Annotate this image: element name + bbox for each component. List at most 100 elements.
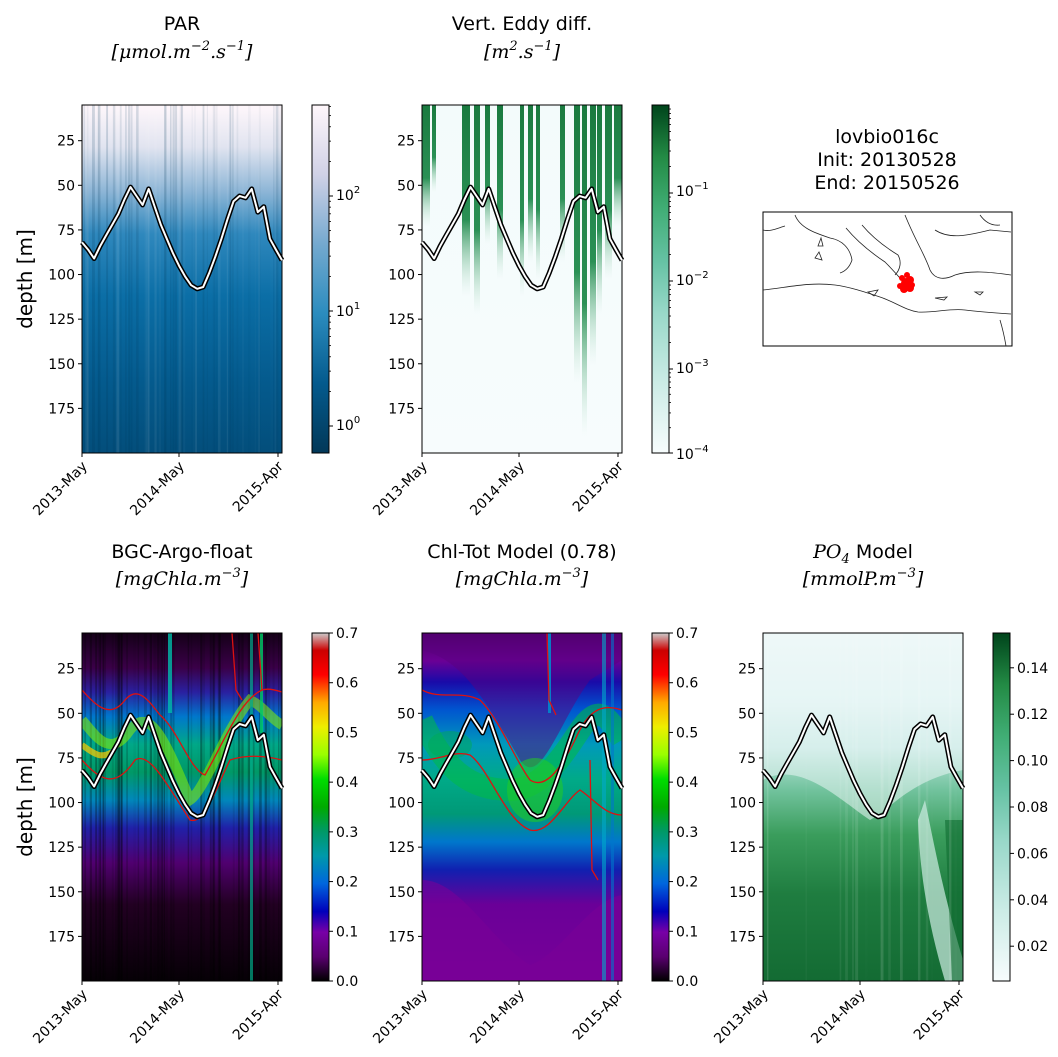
x-tick-label: 2015-Apr xyxy=(570,986,627,1043)
y-tick-label: 100 xyxy=(48,796,75,812)
eddy-x-ticks: 2013-May 2014-May 2015-Apr xyxy=(370,453,627,519)
svg-text:10−4: 10−4 xyxy=(676,444,709,463)
eddy-units: [m2.s−1] xyxy=(484,39,561,63)
svg-text:10−3: 10−3 xyxy=(676,358,709,377)
y-tick-label: 125 xyxy=(388,840,415,856)
eddy-y-ticks: 25 50 75 100 125 150 175 xyxy=(388,134,422,417)
par-heatmap xyxy=(82,105,282,453)
par-ylabel: depth [m] xyxy=(13,229,37,329)
colorbar-tick-label: 0.5 xyxy=(676,725,698,741)
argo-colorbar xyxy=(311,632,330,982)
svg-text:102: 102 xyxy=(336,185,360,204)
y-tick-label: 75 xyxy=(57,223,75,239)
x-tick-label: 2015-Apr xyxy=(230,986,287,1043)
y-tick-label: 100 xyxy=(48,268,75,284)
y-tick-label: 50 xyxy=(738,706,756,722)
y-tick-label: 175 xyxy=(388,401,415,417)
colorbar-tick-label: 0.4 xyxy=(676,775,698,791)
chl-title: Chl-Tot Model (0.78) xyxy=(427,541,616,563)
panel-argo: BGC-Argo-float [mgChla.m−3] 25 50 75 100 125… xyxy=(13,541,358,1047)
colorbar-tick-label: 0.14 xyxy=(1017,661,1048,677)
colorbar-tick-label: 0.08 xyxy=(1017,800,1048,816)
colorbar-tick-label: 0.4 xyxy=(336,775,358,791)
x-tick-label: 2013-May xyxy=(370,459,431,520)
mld-line xyxy=(421,186,623,290)
svg-text:10−2: 10−2 xyxy=(676,270,709,289)
eddy-column xyxy=(432,105,436,192)
mld-line xyxy=(81,186,283,290)
argo-ylabel: depth [m] xyxy=(13,757,37,857)
eddy-column xyxy=(574,105,580,384)
y-tick-label: 75 xyxy=(57,751,75,767)
par-mld-line xyxy=(80,184,285,292)
eddy-title: Vert. Eddy diff. xyxy=(452,13,592,35)
argo-mld-line xyxy=(80,712,285,820)
eddy-column xyxy=(614,105,622,227)
y-tick-label: 100 xyxy=(388,796,415,812)
x-tick-label: 2015-Apr xyxy=(230,458,287,515)
svg-text:10−1: 10−1 xyxy=(676,181,709,200)
po4-axes-frame xyxy=(762,632,964,982)
x-tick-label: 2015-Apr xyxy=(570,458,627,515)
eddy-axes-frame xyxy=(421,104,623,454)
eddy-column xyxy=(474,105,480,314)
po4-mld-line xyxy=(761,712,966,820)
y-tick-label: 125 xyxy=(48,312,75,328)
colorbar-tick-label: 0.04 xyxy=(1017,893,1048,909)
svg-text:100: 100 xyxy=(336,415,360,434)
colorbar-tick-label: 0.2 xyxy=(336,875,358,891)
eddy-colorbar-labels: 10−1 10−2 10−3 10−4 xyxy=(676,181,709,463)
x-tick-label: 2014-May xyxy=(467,459,528,520)
y-tick-label: 175 xyxy=(729,929,756,945)
panel-chl: Chl-Tot Model (0.78) [mgChla.m−3] 25 50 75… xyxy=(370,541,698,1047)
par-title: PAR xyxy=(164,13,200,35)
argo-colorbar-labels: 0.0 0.1 0.2 0.3 0.4 0.5 0.6 0.7 xyxy=(329,626,358,990)
y-tick-label: 25 xyxy=(57,662,75,678)
chl-colorbar xyxy=(651,632,670,982)
y-tick-label: 125 xyxy=(729,840,756,856)
colorbar-tick-label: 0.6 xyxy=(336,676,358,692)
eddy-heatmap xyxy=(422,105,622,453)
eddy-column xyxy=(536,105,540,279)
colorbar-tick-label: 0.6 xyxy=(676,676,698,692)
chl-x-ticks: 2013-May 2014-May 2015-Apr xyxy=(370,981,627,1047)
y-tick-label: 75 xyxy=(397,751,415,767)
y-tick-label: 50 xyxy=(397,178,415,194)
eddy-column xyxy=(528,105,533,262)
x-tick-label: 2013-May xyxy=(711,987,772,1048)
y-tick-label: 25 xyxy=(397,134,415,150)
chl-mld-line xyxy=(420,712,625,820)
argo-units: [mgChla.m−3] xyxy=(116,566,249,590)
y-tick-label: 50 xyxy=(57,706,75,722)
mld-line xyxy=(81,714,283,818)
eddy-column xyxy=(582,105,587,436)
y-tick-label: 100 xyxy=(729,796,756,812)
colorbar-tick-label: 0.1 xyxy=(336,924,358,940)
x-tick-label: 2014-May xyxy=(467,987,528,1048)
mld-line xyxy=(762,714,964,818)
x-tick-label: 2013-May xyxy=(30,987,91,1048)
panel-po4: PO4 Model [mmolP.m−3] 25 50 75 100 125 150 175… xyxy=(711,541,1048,1047)
eddy-column xyxy=(497,105,503,279)
colorbar-tick-label: 0.0 xyxy=(336,974,358,990)
y-tick-label: 25 xyxy=(397,662,415,678)
y-tick-label: 150 xyxy=(48,885,75,901)
argo-heatmap xyxy=(82,633,282,981)
chl-units: [mgChla.m−3] xyxy=(456,566,589,590)
po4-heatmap xyxy=(763,633,963,981)
po4-title: PO4 Model xyxy=(812,541,913,567)
par-colorbar xyxy=(311,104,330,454)
float-id: lovbio016c xyxy=(835,126,939,148)
y-tick-label: 150 xyxy=(388,357,415,373)
eddy-column xyxy=(422,105,430,227)
eddy-column xyxy=(520,105,524,297)
y-tick-label: 125 xyxy=(388,312,415,328)
eddy-column xyxy=(605,105,612,279)
po4-y-ticks: 25 50 75 100 125 150 175 xyxy=(729,662,763,945)
colorbar-tick-label: 0.2 xyxy=(676,875,698,891)
init-date: Init: 20130528 xyxy=(817,149,957,171)
y-tick-label: 175 xyxy=(48,401,75,417)
par-colorbar-labels: 102 101 100 xyxy=(336,185,360,434)
y-tick-label: 25 xyxy=(738,662,756,678)
y-tick-label: 175 xyxy=(388,929,415,945)
